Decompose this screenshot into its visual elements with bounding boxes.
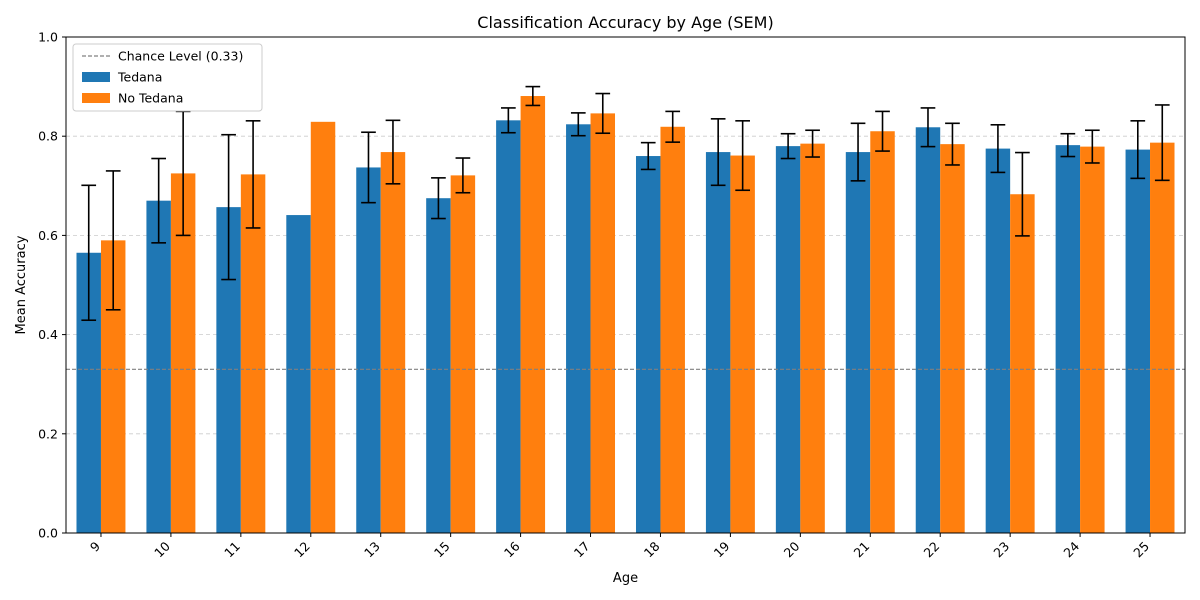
bar-no-tedana <box>590 113 616 533</box>
legend-label-tedana: Tedana <box>117 70 162 85</box>
bar-tedana <box>1125 149 1151 534</box>
y-axis-ticks: 0.0 0.2 0.4 0.6 0.8 1.0 <box>38 30 66 541</box>
legend-swatch-no-tedana <box>82 93 110 103</box>
bar-tedana <box>356 167 381 533</box>
y-tick-label: 0.0 <box>38 526 58 541</box>
bar-tedana <box>705 152 731 533</box>
bar-tedana <box>1055 145 1081 534</box>
bar-tedana <box>845 152 871 533</box>
bar-no-tedana <box>730 155 755 533</box>
bars <box>76 96 1175 534</box>
bar-no-tedana <box>800 143 825 533</box>
bar-no-tedana <box>310 121 336 533</box>
bar-no-tedana <box>450 175 476 533</box>
legend-swatch-tedana <box>82 72 110 82</box>
legend-box <box>72 43 263 112</box>
bar-no-tedana <box>870 131 895 534</box>
error-bars <box>81 85 1170 322</box>
bar-tedana <box>635 156 661 534</box>
chart-title: Classification Accuracy by Age (SEM) <box>477 13 773 32</box>
y-tick-label: 0.6 <box>38 228 58 243</box>
y-tick-label: 0.4 <box>38 327 58 342</box>
bar-no-tedana <box>940 144 965 534</box>
y-tick-label: 0.8 <box>38 129 58 144</box>
y-tick-label: 1.0 <box>38 30 58 45</box>
plot-frame <box>65 36 1186 534</box>
bar-tedana <box>496 120 521 533</box>
bar-tedana <box>985 148 1011 533</box>
bar-tedana <box>286 215 311 533</box>
bar-no-tedana <box>380 152 406 533</box>
bar-no-tedana <box>660 126 685 533</box>
bar-no-tedana <box>1010 194 1035 533</box>
bar-no-tedana <box>1150 142 1175 533</box>
legend-label-no-tedana: No Tedana <box>118 91 183 106</box>
bar-no-tedana <box>520 96 546 534</box>
legend-chance-label: Chance Level (0.33) <box>118 49 243 64</box>
y-tick-label: 0.2 <box>38 426 58 441</box>
bar-tedana <box>426 198 451 533</box>
bar-tedana <box>566 124 591 534</box>
bar-tedana <box>775 146 801 533</box>
bar-no-tedana <box>240 174 266 533</box>
y-axis-label: Mean Accuracy <box>14 235 29 334</box>
bar-tedana <box>915 127 941 533</box>
bar-tedana <box>146 200 171 533</box>
bar-no-tedana <box>1080 146 1105 533</box>
legend: Chance Level (0.33) Tedana No Tedana <box>72 43 263 112</box>
x-axis-label: Age <box>613 571 638 586</box>
